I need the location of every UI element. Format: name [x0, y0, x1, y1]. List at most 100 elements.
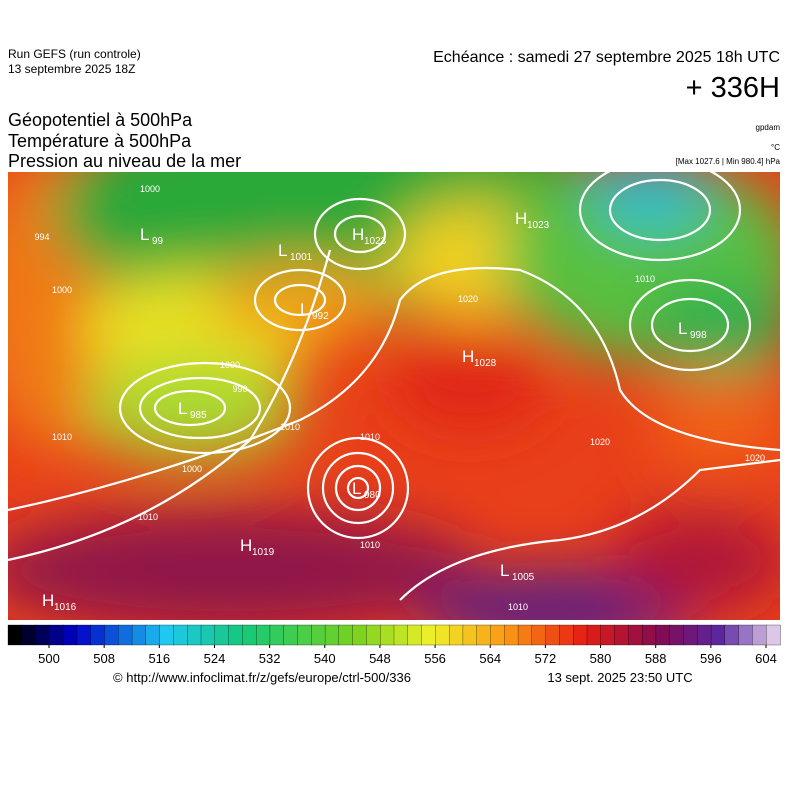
colorbar-swatch	[545, 624, 561, 646]
unit: °C	[771, 143, 780, 152]
isobar-label: 1000	[220, 360, 240, 370]
run-date: 13 septembre 2025 18Z	[8, 62, 135, 76]
colorbar-swatch	[187, 624, 202, 646]
colorbar-swatch	[655, 624, 671, 646]
colorbar-swatch	[435, 624, 450, 646]
center-value: 985	[190, 410, 207, 421]
center-kind: L	[678, 319, 687, 338]
echeance: Echéance : samedi 27 septembre 2025 18h …	[433, 49, 780, 66]
isobar-label: 1010	[360, 540, 380, 550]
colorbar-tick-label: 580	[590, 651, 612, 666]
colorbar-swatch	[393, 624, 409, 646]
isobar-labels: 994 1000 1000 1000 990 1010 1000 1010 1010 1010 10…	[34, 184, 765, 612]
colorbar-swatch	[573, 624, 588, 646]
colorbar-swatch	[531, 624, 547, 646]
colorbar-swatch	[62, 624, 78, 646]
center-value: 1016	[54, 602, 77, 613]
center-kind: H	[240, 536, 252, 555]
colorbar-tick-label: 572	[535, 651, 557, 666]
colorbar: 500 508 516 524 532 540 548 556 564 572 580 588 596 6…	[7, 624, 781, 666]
isobar-label: 1000	[140, 184, 160, 194]
colorbar-swatch	[559, 624, 574, 646]
colorbar-swatch	[421, 624, 437, 646]
colorbar-swatch	[35, 624, 51, 646]
colorbar-swatch	[766, 624, 781, 646]
colorbar-swatch	[104, 624, 119, 646]
center-kind: L	[278, 241, 287, 260]
colorbar-swatch	[214, 624, 230, 646]
colorbar-swatch	[490, 624, 505, 646]
run: Run GEFS (run controle)	[8, 47, 141, 61]
colorbar-swatch	[586, 624, 602, 646]
colorbar-swatch	[614, 624, 630, 646]
center-kind: L	[140, 225, 149, 244]
colorbar-swatch	[145, 624, 161, 646]
isobar-label: 1010	[508, 602, 528, 612]
colorbar-swatch	[407, 624, 423, 646]
colorbar-swatch	[131, 624, 147, 646]
generated-time: 13 sept. 2025 23:50 UTC	[547, 670, 692, 685]
colorbar-swatch	[311, 624, 326, 646]
center-kind: L	[500, 561, 509, 580]
title: Pression au niveau de la mer	[8, 151, 241, 171]
title: Géopotentiel à 500hPa	[8, 110, 193, 130]
isobar-label: 1020	[458, 294, 478, 304]
source-url: © http://www.infoclimat.fr/z/gefs/europe…	[113, 670, 411, 685]
colorbar-swatch	[738, 624, 754, 646]
colorbar-swatch	[228, 624, 244, 646]
colorbar-swatch	[242, 624, 257, 646]
isobar-label: 990	[232, 384, 247, 394]
colorbar-tick-label: 548	[369, 651, 391, 666]
center-value: 992	[312, 311, 329, 322]
center-kind: L	[352, 479, 361, 498]
colorbar-swatch	[324, 624, 340, 646]
colorbar-swatch	[697, 624, 712, 646]
isobar-label: 1020	[745, 453, 765, 463]
colorbar-swatch	[517, 624, 533, 646]
isobar-label: 1010	[280, 422, 300, 432]
center-kind: L	[300, 300, 309, 319]
colorbar-swatch	[283, 624, 299, 646]
isobar-label: 1020	[590, 437, 610, 447]
title: Température à 500hPa	[8, 131, 192, 151]
isobar-label: 994	[34, 232, 49, 242]
center-kind: H	[462, 347, 474, 366]
colorbar-swatch	[255, 624, 271, 646]
colorbar-swatch	[462, 624, 478, 646]
center-value: 1005	[512, 572, 535, 583]
center-value: 1001	[290, 252, 313, 263]
isobar-label: 1000	[182, 464, 202, 474]
colorbar-tick-label: 604	[755, 651, 777, 666]
colorbar-swatch	[352, 624, 368, 646]
colorbar-swatch	[269, 624, 285, 646]
unit: gpdam	[756, 123, 781, 132]
isobar-label: 1010	[360, 432, 380, 442]
colorbar-tick-label: 508	[93, 651, 115, 666]
colorbar-swatch	[683, 624, 698, 646]
colorbar-tick-label: 532	[259, 651, 281, 666]
center-kind: H	[42, 591, 54, 610]
colorbar-swatch	[504, 624, 519, 646]
colorbar-swatch	[752, 624, 767, 646]
colorbar-swatch	[724, 624, 740, 646]
center-kind: H	[515, 209, 527, 228]
colorbar-tick-label: 540	[314, 651, 336, 666]
colorbar-swatch	[448, 624, 464, 646]
colorbar-tick-label: 588	[645, 651, 667, 666]
colorbar-swatch	[710, 624, 726, 646]
isobar-label: 1010	[635, 274, 655, 284]
colorbar-swatch	[366, 624, 381, 646]
colorbar-tick-label: 596	[700, 651, 722, 666]
colorbar-swatch	[476, 624, 492, 646]
colorbar-tick-label: 516	[148, 651, 170, 666]
colorbar-swatch	[21, 624, 37, 646]
colorbar-tick-label: 556	[424, 651, 446, 666]
colorbar-tick-label: 500	[38, 651, 60, 666]
center-kind: L	[178, 399, 187, 418]
isobar-label: 1000	[52, 285, 72, 295]
colorbar-swatch	[297, 624, 312, 646]
colorbar-swatch	[118, 624, 133, 646]
colorbar-swatch	[173, 624, 188, 646]
